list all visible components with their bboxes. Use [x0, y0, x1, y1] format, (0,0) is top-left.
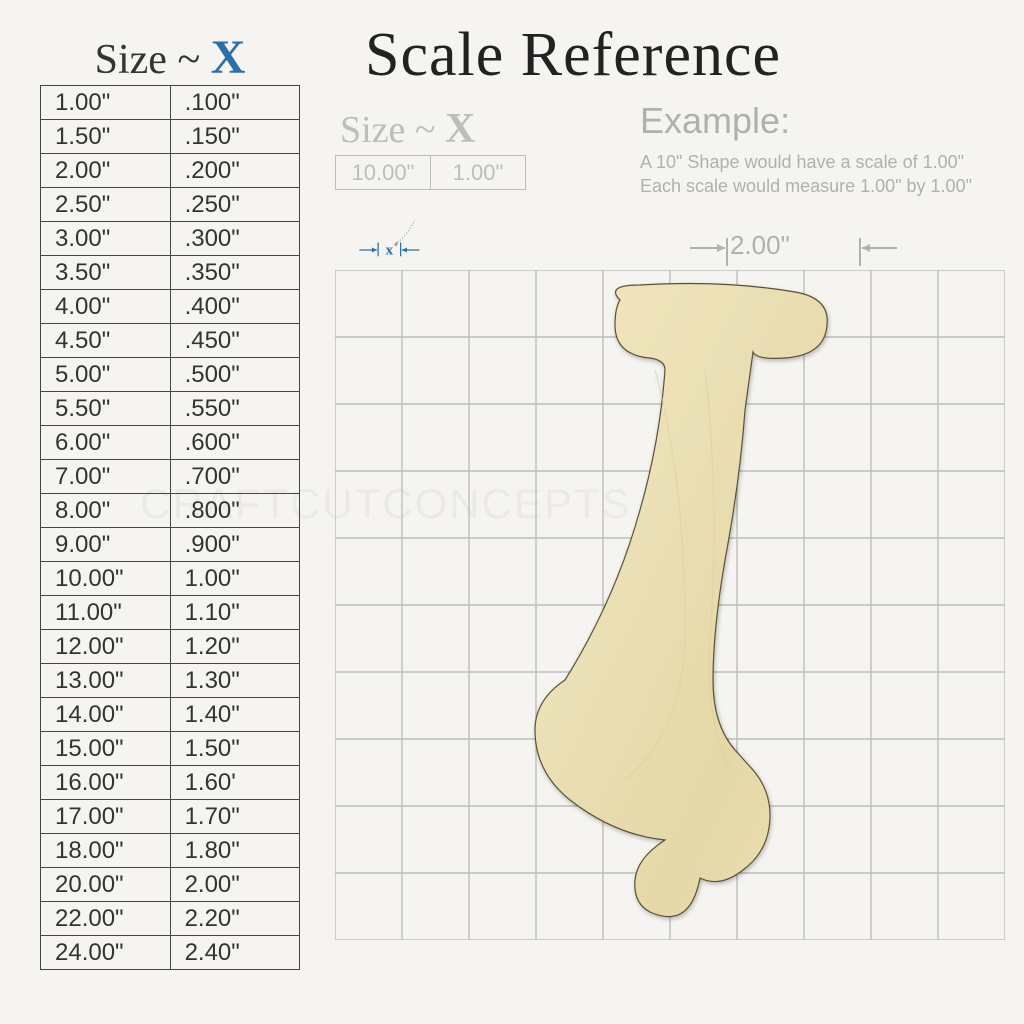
table-cell: 24.00" — [41, 936, 171, 970]
table-row: 22.00"2.20" — [41, 902, 300, 936]
mini-cell-0: 10.00" — [336, 156, 431, 190]
table-cell: 17.00" — [41, 800, 171, 834]
size-table-header: Size ~ X — [45, 30, 295, 85]
table-row: 4.50".450" — [41, 324, 300, 358]
table-cell: 13.00" — [41, 664, 171, 698]
table-cell: 16.00" — [41, 766, 171, 800]
table-row: 3.50".350" — [41, 256, 300, 290]
table-cell: 4.00" — [41, 290, 171, 324]
table-cell: .150" — [170, 120, 299, 154]
table-cell: 5.50" — [41, 392, 171, 426]
table-cell: 2.50" — [41, 188, 171, 222]
table-cell: 22.00" — [41, 902, 171, 936]
table-row: 4.00".400" — [41, 290, 300, 324]
example-block: Example: A 10" Shape would have a scale … — [640, 100, 972, 199]
table-row: 17.00"1.70" — [41, 800, 300, 834]
table-row: 1.00".100" — [41, 86, 300, 120]
mini-size-table: 10.00" 1.00" — [335, 155, 526, 190]
table-cell: 14.00" — [41, 698, 171, 732]
wood-shape-stocking — [485, 280, 855, 920]
stocking-path — [535, 284, 827, 917]
table-row: 13.00"1.30" — [41, 664, 300, 698]
table-row: 11.00"1.10" — [41, 596, 300, 630]
table-cell: 1.80" — [170, 834, 299, 868]
table-cell: 1.50" — [41, 120, 171, 154]
table-cell: .500" — [170, 358, 299, 392]
table-cell: 1.20" — [170, 630, 299, 664]
table-row: 18.00"1.80" — [41, 834, 300, 868]
table-row: 16.00"1.60' — [41, 766, 300, 800]
table-row: 6.00".600" — [41, 426, 300, 460]
table-row: 9.00".900" — [41, 528, 300, 562]
mini-size-header: Size ~ X — [340, 105, 475, 153]
table-cell: 2.00" — [170, 868, 299, 902]
two-inch-label: 2.00" — [730, 230, 790, 261]
table-row: 20.00"2.00" — [41, 868, 300, 902]
table-cell: 10.00" — [41, 562, 171, 596]
x-indicator-label: x — [386, 242, 394, 258]
table-row: 5.50".550" — [41, 392, 300, 426]
table-row: 1.50".150" — [41, 120, 300, 154]
table-row: 2.00".200" — [41, 154, 300, 188]
table-cell: 1.00" — [170, 562, 299, 596]
table-cell: 15.00" — [41, 732, 171, 766]
table-cell: .400" — [170, 290, 299, 324]
table-row: 3.00".300" — [41, 222, 300, 256]
table-cell: .450" — [170, 324, 299, 358]
table-cell: .900" — [170, 528, 299, 562]
table-cell: 1.50" — [170, 732, 299, 766]
mini-cell-1: 1.00" — [431, 156, 526, 190]
table-cell: 1.30" — [170, 664, 299, 698]
table-cell: 3.50" — [41, 256, 171, 290]
table-cell: 1.70" — [170, 800, 299, 834]
example-line-1: A 10" Shape would have a scale of 1.00" — [640, 150, 972, 174]
table-cell: 2.00" — [41, 154, 171, 188]
table-row: 24.00"2.40" — [41, 936, 300, 970]
table-cell: 9.00" — [41, 528, 171, 562]
table-cell: .100" — [170, 86, 299, 120]
size-header-prefix: Size ~ — [95, 37, 211, 83]
table-cell: 1.60' — [170, 766, 299, 800]
table-cell: .350" — [170, 256, 299, 290]
table-row: 14.00"1.40" — [41, 698, 300, 732]
table-cell: .550" — [170, 392, 299, 426]
table-cell: 1.40" — [170, 698, 299, 732]
page-title: Scale Reference — [365, 20, 781, 91]
x-scale-indicator: x — [335, 220, 465, 270]
size-header-x: X — [211, 31, 246, 84]
mini-size-prefix: Size ~ — [340, 109, 445, 151]
table-cell: 5.00" — [41, 358, 171, 392]
table-cell: 3.00" — [41, 222, 171, 256]
table-cell: 2.40" — [170, 936, 299, 970]
table-cell: .600" — [170, 426, 299, 460]
table-row: 10.00"1.00" — [41, 562, 300, 596]
table-row: 5.00".500" — [41, 358, 300, 392]
table-cell: 12.00" — [41, 630, 171, 664]
table-cell: 4.50" — [41, 324, 171, 358]
table-cell: 20.00" — [41, 868, 171, 902]
mini-size-x: X — [445, 106, 475, 152]
reference-grid — [335, 270, 1005, 940]
table-cell: 1.00" — [41, 86, 171, 120]
table-cell: .200" — [170, 154, 299, 188]
table-cell: 11.00" — [41, 596, 171, 630]
table-row: 15.00"1.50" — [41, 732, 300, 766]
table-cell: .300" — [170, 222, 299, 256]
table-cell: 1.10" — [170, 596, 299, 630]
table-cell: .250" — [170, 188, 299, 222]
table-cell: 2.20" — [170, 902, 299, 936]
example-title: Example: — [640, 100, 972, 142]
table-cell: 18.00" — [41, 834, 171, 868]
table-row: 2.50".250" — [41, 188, 300, 222]
example-line-2: Each scale would measure 1.00" by 1.00" — [640, 174, 972, 198]
table-row: 12.00"1.20" — [41, 630, 300, 664]
table-cell: 6.00" — [41, 426, 171, 460]
